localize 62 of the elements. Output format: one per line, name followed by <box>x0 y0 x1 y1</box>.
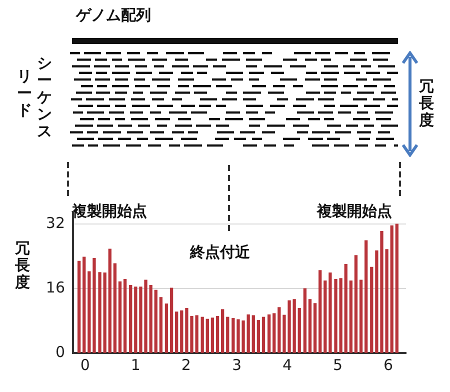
x-tick-label: 5 <box>333 356 343 374</box>
bar <box>118 281 122 353</box>
bar <box>252 315 255 353</box>
text: 冗長度 <box>418 77 435 129</box>
x-tick-label: 0 <box>80 356 90 374</box>
x-tick-label: 2 <box>181 356 191 374</box>
x-tick-label: 4 <box>282 356 292 374</box>
bar <box>364 240 368 353</box>
bar <box>216 316 220 353</box>
bar <box>82 256 86 353</box>
bar <box>359 280 363 353</box>
bar <box>180 310 184 353</box>
bar <box>298 308 301 353</box>
bar <box>390 225 394 353</box>
bar <box>246 314 250 353</box>
bar <box>175 312 178 353</box>
bar <box>308 299 312 353</box>
bar <box>370 266 374 353</box>
bar <box>200 316 204 353</box>
bar <box>108 248 112 353</box>
x-tick-label: 3 <box>232 356 242 374</box>
bar <box>113 263 117 353</box>
annotation: 複製開始点 <box>72 202 147 221</box>
bar <box>206 318 209 353</box>
bar <box>170 288 174 353</box>
text: シーケンス <box>36 54 53 140</box>
text: リード <box>16 67 33 119</box>
bar <box>328 272 332 353</box>
bar <box>318 270 322 353</box>
bar <box>349 280 352 353</box>
x-tick-label: 1 <box>130 356 140 374</box>
x-tick-label: 6 <box>384 356 394 374</box>
bar <box>129 284 132 353</box>
bar <box>210 318 214 353</box>
y-tick-label: 32 <box>46 214 65 232</box>
bar <box>220 309 224 353</box>
bar <box>103 272 106 353</box>
bar <box>354 255 358 353</box>
bar <box>159 297 163 353</box>
bar <box>262 316 266 353</box>
annotation: 複製開始点 <box>317 202 392 221</box>
y-tick-label: 0 <box>55 342 65 361</box>
annotation: 終点付近 <box>190 243 250 262</box>
bar <box>154 290 158 353</box>
y-tick-label: 16 <box>46 278 65 296</box>
bar <box>226 316 230 353</box>
bar <box>77 260 81 353</box>
text: ゲノム配列 <box>76 6 151 25</box>
bar <box>256 320 260 353</box>
bar <box>278 307 281 353</box>
bar <box>303 288 307 353</box>
bar <box>164 304 168 353</box>
bar <box>344 264 348 353</box>
bar <box>313 303 317 353</box>
bar <box>324 280 327 353</box>
bar <box>267 314 271 353</box>
bar <box>98 272 102 353</box>
y-axis-title: 冗長度 <box>14 239 31 291</box>
bar <box>395 224 398 353</box>
bar <box>272 313 276 353</box>
bar <box>123 278 127 353</box>
bar <box>134 286 138 353</box>
